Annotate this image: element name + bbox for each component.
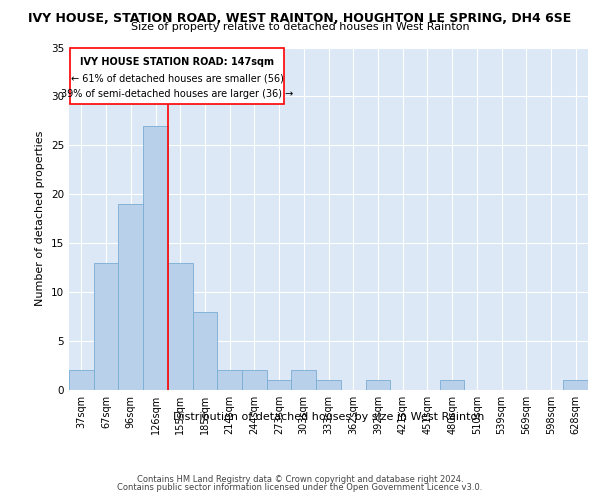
Text: IVY HOUSE STATION ROAD: 147sqm: IVY HOUSE STATION ROAD: 147sqm [80, 56, 274, 66]
Bar [242, 370, 267, 390]
Bar [316, 380, 341, 390]
Y-axis label: Number of detached properties: Number of detached properties [35, 131, 46, 306]
Bar [118, 204, 143, 390]
Text: Contains public sector information licensed under the Open Government Licence v3: Contains public sector information licen… [118, 483, 482, 492]
Bar [440, 380, 464, 390]
Bar [267, 380, 292, 390]
Bar [168, 263, 193, 390]
Bar [292, 370, 316, 390]
Bar [143, 126, 168, 390]
Bar [193, 312, 217, 390]
FancyBboxPatch shape [70, 48, 284, 104]
Text: 39% of semi-detached houses are larger (36) →: 39% of semi-detached houses are larger (… [61, 89, 293, 99]
Text: Size of property relative to detached houses in West Rainton: Size of property relative to detached ho… [131, 22, 469, 32]
Bar [217, 370, 242, 390]
Text: Distribution of detached houses by size in West Rainton: Distribution of detached houses by size … [173, 412, 484, 422]
Bar [94, 263, 118, 390]
Bar [365, 380, 390, 390]
Text: Contains HM Land Registry data © Crown copyright and database right 2024.: Contains HM Land Registry data © Crown c… [137, 475, 463, 484]
Bar [563, 380, 588, 390]
Text: ← 61% of detached houses are smaller (56): ← 61% of detached houses are smaller (56… [71, 73, 284, 83]
Bar [69, 370, 94, 390]
Text: IVY HOUSE, STATION ROAD, WEST RAINTON, HOUGHTON LE SPRING, DH4 6SE: IVY HOUSE, STATION ROAD, WEST RAINTON, H… [28, 12, 572, 26]
